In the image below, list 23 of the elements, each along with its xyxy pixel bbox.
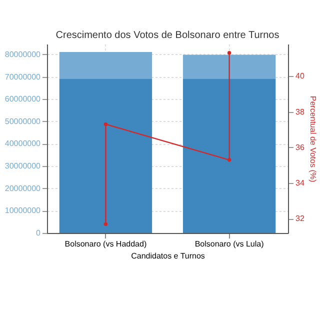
y2-tick-label: 32: [296, 214, 305, 224]
bar: [182, 78, 276, 233]
y-tick-label: 20000000: [4, 184, 42, 193]
y-tick-label: 10000000: [4, 206, 42, 216]
y-tick-label: 30000000: [4, 162, 42, 171]
bar: [59, 78, 152, 233]
y-tick-label: 60000000: [4, 94, 42, 104]
chart-title: Crescimento dos Votos de Bolsonaro entre Turnos: [56, 30, 280, 41]
y-tick-label: 80000000: [4, 50, 42, 59]
y-tick-label: 40000000: [4, 139, 42, 148]
y2-tick-label: 38: [296, 107, 305, 116]
y-tick-label: 70000000: [4, 72, 42, 82]
y2-tick-label: 40: [296, 72, 305, 81]
y-tick-label: 50000000: [4, 116, 42, 126]
bar: [59, 52, 152, 79]
y2-axis-title: Percentual de Votos (%): [308, 96, 318, 182]
y2-tick-label: 34: [296, 178, 305, 188]
x-tick-label: Bolsonaro (vs Haddad): [64, 240, 147, 248]
x-axis-title: Candidatos e Turnos: [131, 252, 205, 260]
y-tick-label: 0: [36, 228, 42, 238]
bar: [182, 54, 276, 79]
y2-tick-label: 36: [296, 142, 305, 152]
x-tick-label: Bolsonaro (vs Lula): [194, 240, 264, 248]
